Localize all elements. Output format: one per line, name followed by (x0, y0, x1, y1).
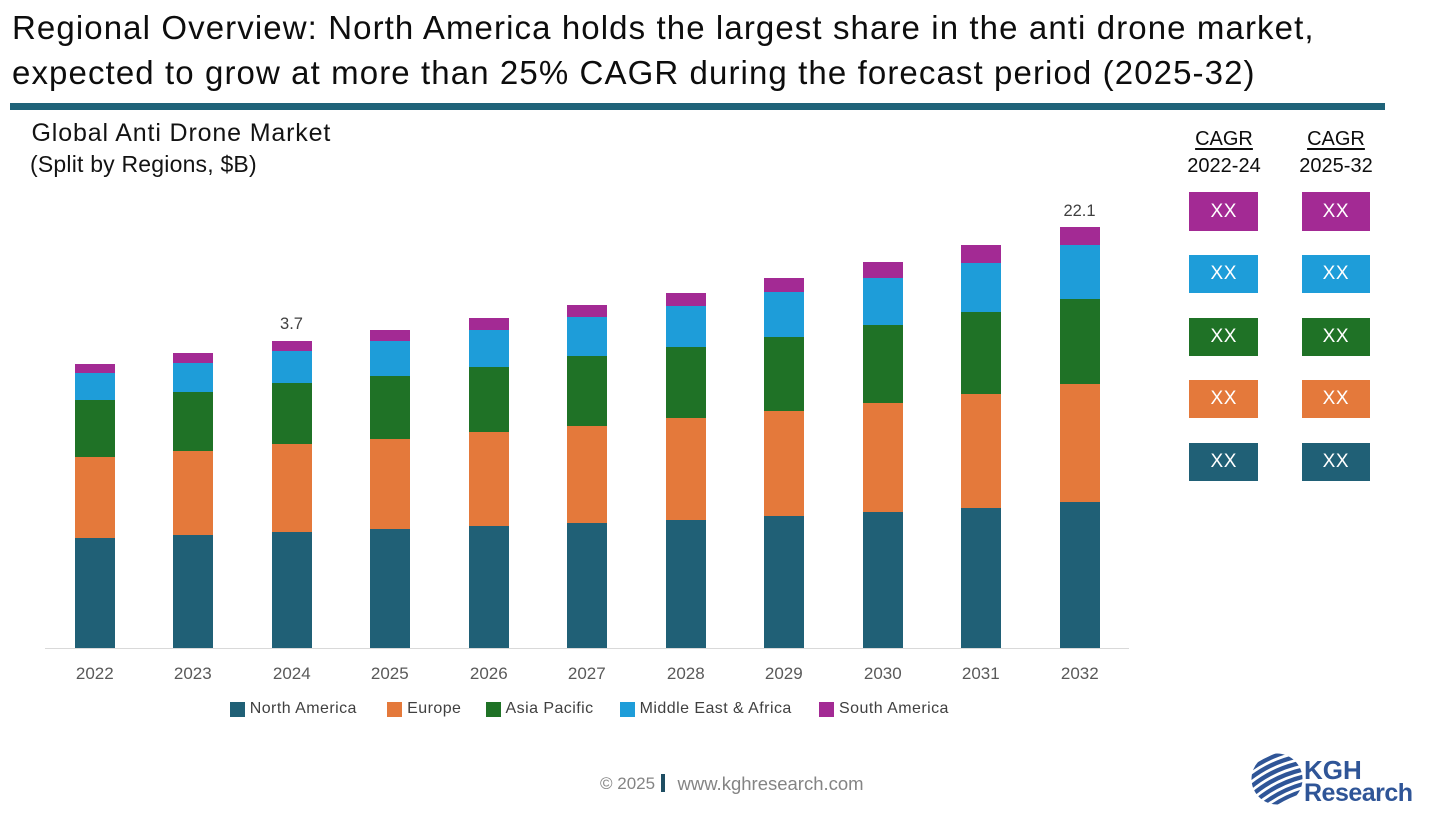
svg-text:Research: Research (1304, 779, 1413, 807)
svg-text:KGH: KGH (1304, 755, 1362, 785)
